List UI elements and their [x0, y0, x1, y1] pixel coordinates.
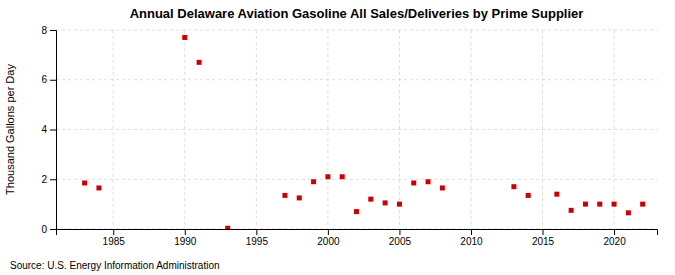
y-tick-mark [50, 80, 56, 81]
x-tick: 2015 [532, 229, 555, 247]
x-tick-label: 2020 [603, 236, 626, 247]
x-tick: 2020 [603, 229, 626, 247]
x-grid [113, 30, 614, 229]
y-tick: 0 [41, 224, 56, 235]
y-axis-title: Thousand Gallons per Day [4, 64, 16, 195]
x-grid-line [399, 30, 400, 229]
plot-area: 1985 1990 1995 2000 2005 2010 2015 2020 0 2 4 6 8 [41, 25, 657, 247]
x-tick: 1990 [174, 229, 197, 247]
point [354, 209, 359, 214]
point [597, 202, 602, 207]
point [282, 193, 287, 198]
point [440, 185, 445, 190]
y-grid-line [56, 129, 657, 130]
y-tick-label: 0 [41, 224, 47, 235]
x-grid-line [184, 30, 185, 229]
point [225, 226, 230, 229]
y-grid [56, 30, 657, 229]
point [368, 197, 373, 202]
x-tick: 2000 [317, 229, 340, 247]
y-tick: 6 [41, 74, 56, 85]
points [82, 35, 645, 229]
y-tick-mark [50, 229, 56, 230]
point [383, 200, 388, 205]
x-tick-mark [543, 229, 544, 235]
x-tick-mark [185, 229, 186, 235]
point [426, 179, 431, 184]
point [325, 174, 330, 179]
point [640, 202, 645, 207]
x-tick: 2010 [460, 229, 483, 247]
y-tick-label: 8 [41, 25, 47, 36]
x-tick-mark [614, 229, 615, 235]
x-tick: 2005 [389, 229, 412, 247]
point [197, 60, 202, 65]
x-grid-line [614, 30, 615, 229]
x-tick-mark [328, 229, 329, 235]
point [340, 174, 345, 179]
point [311, 179, 316, 184]
x-tick-mark [399, 229, 400, 235]
point [554, 192, 559, 197]
x-grid-line [470, 30, 471, 229]
point [411, 180, 416, 185]
x-tick-label: 2010 [460, 236, 483, 247]
x-tick-mark [471, 229, 472, 235]
x-grid-line [113, 30, 114, 229]
point [82, 180, 87, 185]
x-tick: 1995 [246, 229, 269, 247]
x-tick-label: 1985 [103, 236, 126, 247]
y-tick: 4 [41, 124, 56, 135]
x-tick-label: 2005 [389, 236, 412, 247]
point [397, 202, 402, 207]
point [526, 193, 531, 198]
x-tick-label: 1995 [246, 236, 269, 247]
x-axis: 1985 1990 1995 2000 2005 2010 2015 2020 [57, 229, 658, 247]
x-tick-label: 2015 [532, 236, 555, 247]
x-tick-label: 1990 [174, 236, 197, 247]
point [626, 210, 631, 215]
x-tick: 1985 [103, 229, 126, 247]
x-tick-mark [113, 229, 114, 235]
y-grid-line [56, 179, 657, 180]
x-axis-line [57, 230, 658, 236]
y-tick-mark [50, 130, 56, 131]
point [569, 208, 574, 213]
x-grid-line [256, 30, 257, 229]
y-tick-mark [50, 30, 56, 31]
y-grid-line [56, 30, 657, 31]
y-tick-label: 4 [41, 124, 47, 135]
x-grid-line [542, 30, 543, 229]
y-tick-mark [50, 179, 56, 180]
point [612, 202, 617, 207]
y-tick-label: 6 [41, 74, 47, 85]
y-tick: 2 [41, 174, 56, 185]
chart: 1985 1990 1995 2000 2005 2010 2015 2020 0 2 4 6 8 Ann… [0, 0, 675, 275]
point [182, 35, 187, 40]
point [583, 202, 588, 207]
x-tick-mark [256, 229, 257, 235]
point [96, 185, 101, 190]
y-axis: 0 2 4 6 8 [41, 25, 56, 235]
source: Source: U.S. Energy Information Administ… [10, 260, 220, 271]
title: Annual Delaware Aviation Gasoline All Sa… [130, 6, 584, 21]
y-tick-label: 2 [41, 174, 47, 185]
y-axis-line [50, 31, 57, 230]
y-tick: 8 [41, 25, 56, 36]
point [511, 184, 516, 189]
point [297, 195, 302, 200]
x-tick-label: 2000 [317, 236, 340, 247]
y-grid-line [56, 79, 657, 80]
x-grid-line [327, 30, 328, 229]
